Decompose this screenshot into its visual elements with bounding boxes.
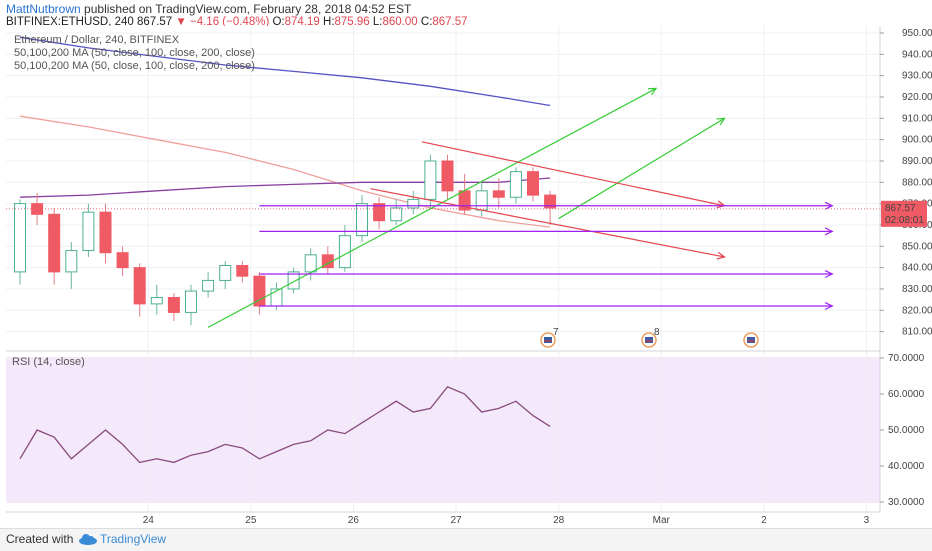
candle-up[interactable] [15,204,26,272]
tradingview-brand[interactable]: TradingView [100,532,166,546]
candle-down[interactable] [442,161,453,191]
price-tick-label: 900.00 [902,135,932,146]
time-tick-label: 24 [143,515,155,526]
time-tick-label: Mar [653,515,671,526]
candle-up[interactable] [83,212,94,250]
candle-down[interactable] [117,253,128,268]
candle-up[interactable] [186,291,197,312]
price-tick-label: 890.00 [902,156,932,167]
chart-legend-title: Ethereum / Dollar, 240, BITFINEX [14,34,179,46]
tradingview-logo-icon [78,533,98,545]
price-tick-label: 850.00 [902,241,932,252]
rsi-tick-label: 60.0000 [888,389,925,400]
price-tick-label: 820.00 [902,305,932,316]
price-tick-label: 840.00 [902,263,932,274]
candle-down[interactable] [134,268,145,304]
candle-down[interactable] [493,191,504,197]
price-badge-value: 867.57 [885,203,916,214]
price-tick-label: 950.00 [902,28,932,39]
ma-legend-2[interactable]: 50,100,200 MA (50, close, 100, close, 20… [14,60,255,72]
candle-up[interactable] [66,251,77,272]
candle-up[interactable] [220,265,231,280]
candle-up[interactable] [510,172,521,198]
event-count: 8 [654,327,660,338]
candle-down[interactable] [49,214,60,272]
price-tick-label: 810.00 [902,327,932,338]
price-tick-label: 880.00 [902,177,932,188]
rsi-tick-label: 50.0000 [888,425,925,436]
price-chart[interactable]: 7 8 950.00 940.00 930.00 920.00 910.00 900.00 89… [0,0,932,528]
candle-down[interactable] [168,297,179,312]
created-with-text: Created with [6,532,73,546]
candle-up[interactable] [391,208,402,221]
time-tick-label: 27 [450,515,462,526]
candle-up[interactable] [476,191,487,210]
time-tick-label: 3 [864,515,870,526]
candle-down[interactable] [100,212,111,253]
candle-up[interactable] [339,236,350,268]
rsi-tick-label: 40.0000 [888,461,925,472]
candle-up[interactable] [408,199,419,208]
flag-icon [645,337,653,343]
price-tick-label: 940.00 [902,49,932,60]
rsi-tick-label: 70.0000 [888,353,925,364]
footer-bar: Created with TradingView [0,528,932,551]
candle-up[interactable] [425,161,436,199]
rsi-legend[interactable]: RSI (14, close) [12,356,85,368]
price-tick-label: 920.00 [902,92,932,103]
time-tick-label: 2 [761,515,767,526]
price-tick-label: 930.00 [902,71,932,82]
time-tick-label: 25 [245,515,257,526]
price-tick-label: 910.00 [902,113,932,124]
candle-down[interactable] [237,265,248,276]
candle-up[interactable] [305,255,316,272]
time-tick-label: 26 [348,515,360,526]
time-tick-label: 28 [553,515,565,526]
ma-legend-1[interactable]: 50,100,200 MA (50, close, 100, close, 20… [14,47,255,59]
event-count: 7 [553,327,559,338]
candle-up[interactable] [151,297,162,303]
rsi-band [6,357,880,503]
flag-icon [544,337,552,343]
rsi-tick-label: 30.0000 [888,497,925,508]
candle-up[interactable] [203,280,214,291]
candle-down[interactable] [528,172,539,195]
bar-countdown: 02:08:01 [885,215,924,226]
price-tick-label: 830.00 [902,284,932,295]
flag-icon [747,337,755,343]
